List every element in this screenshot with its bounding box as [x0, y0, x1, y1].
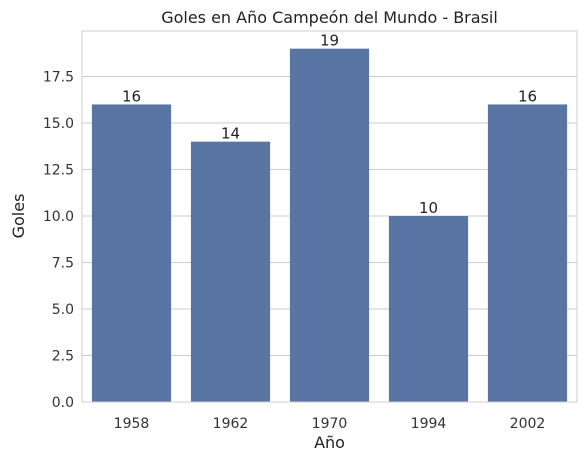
y-tick-label: 15.0	[43, 116, 74, 132]
y-tick-label: 5.0	[52, 302, 74, 318]
x-tick-label: 2002	[510, 416, 546, 432]
bar-1962	[190, 141, 271, 403]
y-tick-label: 2.5	[52, 349, 74, 365]
x-tick-label: 1962	[213, 416, 249, 432]
x-axis-label: Año	[314, 433, 345, 452]
data-label-1958: 16	[122, 87, 141, 105]
y-axis-label: Goles	[9, 194, 28, 239]
x-tick-label: 1994	[411, 416, 447, 432]
bar-1970	[289, 48, 370, 403]
y-tick-labels: 0.0 2.5 5.0 7.5 10.0 12.5 15.0 17.5	[43, 70, 74, 411]
bar-2002	[487, 104, 568, 402]
data-label-2002: 16	[518, 87, 537, 105]
bar-1958	[91, 104, 172, 402]
bar-1994	[388, 216, 469, 402]
data-label-1962: 14	[221, 125, 240, 143]
y-tick-label: 0.0	[52, 395, 74, 411]
x-tick-labels: 1958 1962 1970 1994 2002	[114, 416, 546, 432]
data-labels: 16 14 19 10 16	[122, 32, 537, 217]
plot-frame	[81, 30, 578, 403]
data-label-1970: 19	[320, 32, 339, 50]
y-tick-label: 17.5	[43, 70, 74, 86]
y-tick-label: 10.0	[43, 209, 74, 225]
y-tick-label: 12.5	[43, 163, 74, 179]
x-tick-label: 1970	[312, 416, 348, 432]
bar-layer	[91, 48, 568, 403]
y-tick-label: 7.5	[52, 256, 74, 272]
chart-title: Goles en Año Campeón del Mundo - Brasil	[161, 8, 498, 27]
data-label-1994: 10	[419, 199, 438, 217]
x-tick-label: 1958	[114, 416, 150, 432]
